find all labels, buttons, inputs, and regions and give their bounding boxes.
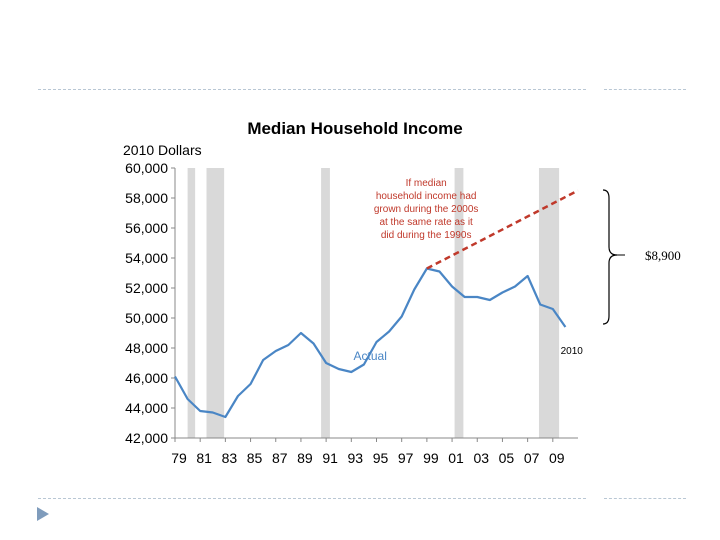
brace-shape [602,189,618,325]
y-tick-label: 54,000 [125,250,168,266]
y-tick-label: 50,000 [125,310,168,326]
x-tick-label: 79 [171,450,187,466]
y-axis-title: 2010 Dollars [123,142,202,158]
x-tick-label: 87 [272,450,288,466]
projected-income-line [426,189,579,270]
divider-top-right [604,89,686,90]
divider-bottom-right [604,498,686,499]
recession-bands [187,168,560,438]
x-tick-labels: 79 81 83 85 87 89 91 93 95 97 99 01 03 05 07 09 [171,438,565,466]
x-tick-label: 81 [196,450,212,466]
y-tick-label: 44,000 [125,400,168,416]
x-tick-label: 83 [222,450,238,466]
year-2010-label: 2010 [561,346,584,357]
actual-label: Actual [354,349,387,363]
x-tick-label: 89 [297,450,313,466]
y-tick-label: 58,000 [125,190,168,206]
slide-bullet-icon [37,507,49,521]
y-tick-label: 56,000 [125,220,168,236]
y-tick-label: 46,000 [125,370,168,386]
gap-bracket: $8,900 [602,189,681,325]
y-tick-label: 52,000 [125,280,168,296]
x-tick-label: 99 [423,450,439,466]
chart-title: Median Household Income [247,119,462,138]
gap-amount-label: $8,900 [645,248,681,263]
y-tick-label: 60,000 [125,160,168,176]
series-lines [174,189,579,419]
divider-bottom-left [38,498,586,499]
x-tick-label: 95 [373,450,389,466]
recession-band-4 [538,168,560,438]
x-tick-label: 97 [398,450,414,466]
recession-band-0 [187,168,196,438]
x-tick-label: 91 [322,450,338,466]
projection-annotation: If median household income had grown durin… [374,178,479,241]
annotations: If median household income had grown durin… [354,178,584,363]
divider-top-left [38,89,586,90]
recession-band-3 [454,168,464,438]
x-tick-label: 09 [549,450,565,466]
y-tick-labels: 42,000 44,000 46,000 48,000 50,000 52,000 54,0… [125,160,175,446]
actual-income-line [174,267,567,419]
y-tick-label: 42,000 [125,430,168,446]
x-tick-label: 05 [499,450,515,466]
recession-band-1 [206,168,225,438]
recession-band-2 [321,168,330,438]
x-tick-label: 07 [524,450,540,466]
x-tick-label: 85 [247,450,263,466]
y-tick-label: 48,000 [125,340,168,356]
x-tick-label: 01 [448,450,464,466]
x-tick-label: 93 [348,450,364,466]
x-tick-label: 03 [473,450,489,466]
